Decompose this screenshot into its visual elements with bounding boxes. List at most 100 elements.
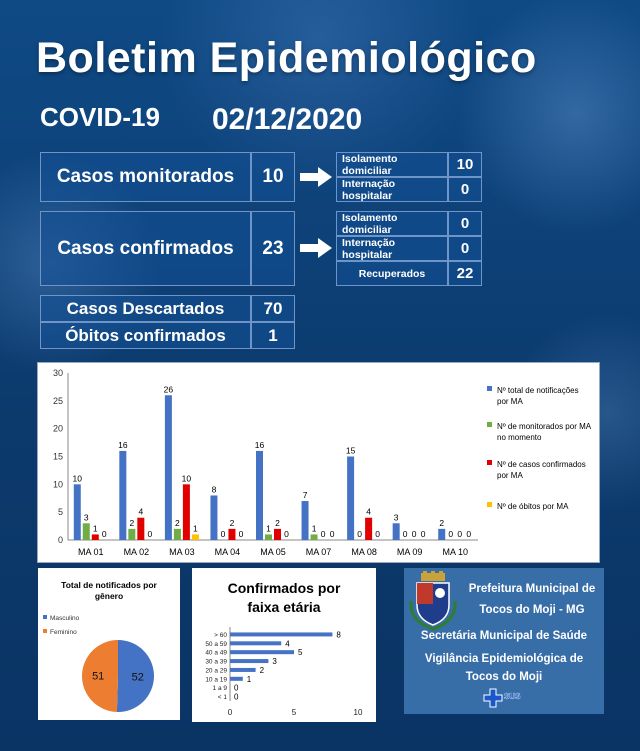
bar-value-label: 3 — [84, 512, 89, 522]
bar-value-label: 4 — [138, 507, 143, 517]
bar-value-label: 10 — [182, 473, 192, 483]
x-tick-label: MA 01 — [78, 547, 104, 557]
bar — [119, 450, 127, 540]
age-bar-chart-card: Confirmados por faixa etária > 60 8 50 a 59 4… — [192, 568, 376, 722]
bar-value-label: 0 — [102, 529, 107, 539]
legend-label: Nº total de notificações — [497, 386, 579, 395]
age-title-line-1: Confirmados por — [228, 580, 341, 596]
age-category-label: 1 a 9 — [213, 685, 228, 692]
age-bar — [230, 650, 294, 655]
age-bar — [230, 667, 256, 672]
x-tick-label: MA 08 — [351, 547, 377, 557]
age-value-label: 3 — [272, 657, 277, 666]
age-category-label: 40 a 49 — [205, 650, 227, 657]
age-category-label: > 60 — [214, 632, 227, 639]
y-tick-label: 5 — [58, 507, 63, 517]
x-tick-label: MA 10 — [442, 547, 468, 557]
discarded-label: Casos Descartados — [40, 295, 251, 322]
legend-swatch — [487, 502, 492, 507]
bar — [191, 534, 199, 540]
legend-label: no momento — [497, 433, 542, 442]
x-tick-label: MA 02 — [124, 547, 150, 557]
bar — [265, 534, 272, 540]
legend-swatch — [487, 460, 492, 465]
age-value-label: 8 — [336, 630, 341, 639]
bar-value-label: 0 — [421, 529, 426, 539]
age-value-label: 5 — [298, 648, 303, 657]
bar-value-label: 3 — [394, 512, 399, 522]
pie-value-label: 51 — [92, 671, 104, 683]
monitored-hospital-value: 0 — [448, 177, 482, 202]
pie-legend-label: Feminino — [50, 629, 77, 636]
bar — [228, 528, 236, 540]
bar-value-label: 0 — [466, 529, 471, 539]
bar — [128, 528, 136, 540]
age-category-label: < 1 — [218, 694, 228, 701]
age-value-label: 0 — [234, 684, 239, 693]
gender-pie-chart-card: Total de notificados por gênero Masculino F… — [38, 568, 180, 720]
deaths-label: Óbitos confirmados — [40, 322, 251, 349]
y-tick-label: 30 — [53, 368, 63, 378]
bar-value-label: 1 — [312, 523, 317, 533]
pie-title-line-1: Total de notificados por — [61, 580, 157, 590]
bar-value-label: 26 — [164, 384, 174, 394]
x-tick-label: MA 05 — [260, 547, 286, 557]
age-bar — [230, 659, 269, 664]
age-category-label: 20 a 29 — [205, 667, 227, 674]
y-tick-label: 25 — [53, 396, 63, 406]
x-tick-label: MA 07 — [306, 547, 332, 557]
pie-value-label: 52 — [132, 671, 144, 683]
pie-title-line-2: gênero — [95, 591, 123, 601]
bar — [182, 484, 190, 540]
bar-value-label: 0 — [457, 529, 462, 539]
legend-label: Nº de casos confirmados — [497, 460, 586, 469]
municipal-coat-of-arms-icon — [409, 571, 457, 631]
bar-value-label: 0 — [448, 529, 453, 539]
bar — [274, 528, 281, 540]
age-bar-chart: Confirmados por faixa etária > 60 8 50 a 59 4… — [205, 580, 363, 717]
recovered-label: Recuperados — [336, 261, 448, 286]
bar — [82, 523, 90, 540]
org-line-4: Vigilância Epidemiológica de — [424, 653, 584, 665]
bar — [164, 395, 172, 540]
age-title-line-2: faixa etária — [247, 599, 320, 615]
age-bar — [230, 632, 333, 637]
bar — [210, 495, 218, 540]
bar — [347, 456, 355, 540]
bar-value-label: 2 — [230, 518, 235, 528]
y-tick-label: 15 — [53, 452, 63, 462]
bar-value-label: 2 — [175, 518, 180, 528]
bar — [310, 534, 318, 540]
age-x-tick-label: 0 — [228, 708, 233, 717]
bar-value-label: 15 — [346, 446, 356, 456]
pie-slice — [116, 640, 154, 712]
bar — [392, 523, 400, 540]
bar — [365, 517, 373, 540]
bar-value-label: 0 — [221, 529, 226, 539]
bar — [438, 528, 446, 540]
confirmed-value: 23 — [251, 211, 295, 286]
bar-value-label: 7 — [303, 490, 308, 500]
bar-value-label: 16 — [255, 440, 265, 450]
age-category-label: 50 a 59 — [205, 641, 227, 648]
confirmed-label: Casos confirmados — [40, 211, 251, 286]
x-tick-label: MA 09 — [397, 547, 423, 557]
bar-value-label: 1 — [193, 523, 198, 533]
organization-card: Prefeitura Municipal de Tocos do Moji - … — [404, 568, 604, 714]
monitored-value: 10 — [251, 152, 295, 202]
discarded-value: 70 — [251, 295, 295, 322]
bar — [91, 534, 99, 540]
bar — [301, 501, 309, 540]
bar — [137, 517, 145, 540]
deaths-value: 1 — [251, 322, 295, 349]
legend-label: Nº de óbitos por MA — [497, 502, 569, 511]
bar-value-label: 1 — [93, 523, 98, 533]
age-category-label: 10 a 19 — [205, 676, 227, 683]
age-value-label: 0 — [234, 693, 239, 702]
monitored-label: Casos monitorados — [40, 152, 251, 202]
sus-logo-icon: SUS — [483, 688, 521, 708]
org-line-2: Tocos do Moji - MG — [479, 604, 585, 616]
confirmed-hospital-label: Internação hospitalar — [336, 236, 448, 261]
y-tick-label: 0 — [58, 535, 63, 545]
